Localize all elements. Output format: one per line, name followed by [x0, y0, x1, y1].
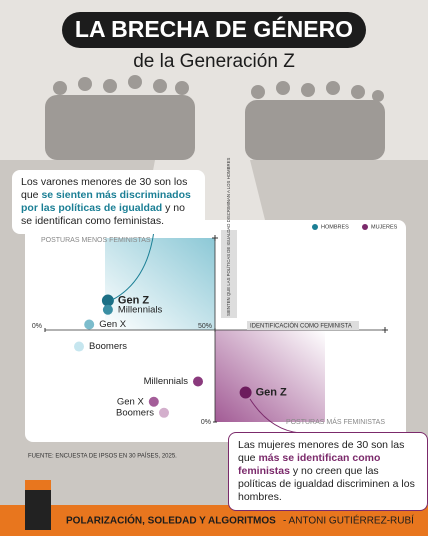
x-axis-label: IDENTIFICACIÓN COMO FEMINISTA [250, 323, 352, 330]
callout-text: se sienten más discriminados por las pol… [21, 189, 191, 214]
point [84, 319, 95, 330]
title-pill [62, 12, 366, 48]
point [193, 376, 203, 387]
legend-swatch [312, 224, 318, 230]
point-label: Boomers [89, 341, 127, 352]
callout-text: y no creen que las políticas de igualdad… [238, 465, 415, 503]
callout-text: y no se identifican como feministas. [21, 202, 185, 227]
book-band [25, 480, 51, 490]
point-label: Gen Z [118, 294, 149, 306]
point [74, 341, 84, 352]
point [148, 396, 159, 407]
point-label: Millennials [144, 376, 189, 387]
point [101, 294, 114, 307]
subtitle: de la Generación Z [133, 51, 295, 72]
callout: Las mujeres menores de 30 son las que má… [228, 432, 428, 511]
source: FUENTE: ENCUESTA DE IPSOS EN 30 PAÍSES, … [28, 453, 177, 460]
legend-label: MUJERES [371, 224, 398, 230]
callout: Los varones menores de 30 son los que se… [12, 170, 205, 234]
point-label: Boomers [116, 407, 154, 418]
x-label-bg [247, 321, 359, 330]
point-label: Gen Z [256, 386, 287, 398]
point-label: Gen X [117, 396, 145, 407]
quadrant-shade [215, 330, 325, 422]
callout-text: más se identifican como feministas [238, 452, 381, 477]
quadrant-shade [105, 238, 215, 330]
point [102, 304, 113, 315]
quadrant-label: POSTURAS MENOS FEMINISTAS [41, 237, 151, 244]
silhouettes [45, 75, 385, 160]
legend-swatch [362, 224, 368, 230]
point-label: Gen X [99, 319, 127, 330]
callout-text: Los varones menores de 30 son los que [21, 176, 188, 201]
callout-text: Las mujeres menores de 30 son las que [238, 439, 405, 464]
footer-author: - ANTONI GUTIÉRREZ-RUBÍ [283, 514, 414, 527]
y-tick-label: 0% [201, 419, 211, 426]
y-label-bg [221, 230, 237, 318]
legend-label: HOMBRES [321, 224, 349, 230]
point-label: Millennials [118, 304, 163, 315]
axis-plus [212, 235, 388, 333]
footer-book: POLARIZACIÓN, SOLEDAD Y ALGORITMOS [66, 514, 276, 527]
x-tick-label: 50% [198, 323, 212, 330]
point [159, 407, 169, 418]
y-axis-label: SIENTEN QUE LAS POLÍTICAS DE IGUALDAD DI… [226, 158, 231, 316]
point [239, 386, 252, 399]
x-tick-label: 0% [32, 323, 42, 330]
title: LA BRECHA DE GÉNERO [75, 15, 353, 42]
quadrant-label: POSTURAS MÁS FEMINISTAS [286, 417, 385, 426]
